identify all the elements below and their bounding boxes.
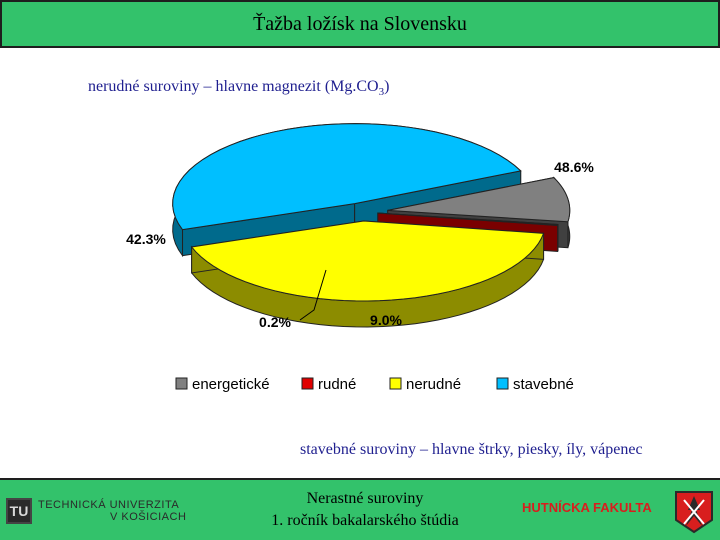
legend-swatch-rudné	[301, 377, 314, 390]
legend-swatch-energetické	[175, 377, 188, 390]
caption-top-suffix: )	[384, 78, 390, 95]
data-label-nerudné: 42.3%	[126, 231, 166, 247]
legend-label-nerudné: nerudné	[406, 376, 461, 393]
pie-slice-nerudné	[190, 220, 545, 328]
university-name: TECHNICKÁ UNIVERZITA V KOŠICIACH	[38, 499, 186, 523]
university-mark-icon: TU	[6, 498, 32, 524]
legend-item-energetické: energetické	[175, 376, 270, 393]
university-line2: V KOŠICIACH	[110, 511, 187, 523]
caption-top: nerudné suroviny – hlavne magnezit (Mg.C…	[88, 78, 389, 98]
footer: TU TECHNICKÁ UNIVERZITA V KOŠICIACH Nera…	[0, 478, 720, 540]
faculty-emblem-icon	[675, 491, 713, 534]
footer-year: 1. ročník bakalarského štúdia	[271, 512, 459, 529]
university-logo: TU TECHNICKÁ UNIVERZITA V KOŠICIACH	[6, 498, 186, 524]
university-mark-text: TU	[9, 503, 29, 519]
legend-swatch-nerudné	[389, 377, 402, 390]
data-label-stavebné: 48.6%	[554, 159, 594, 175]
legend-label-energetické: energetické	[192, 376, 270, 393]
caption-top-subscript: 3	[378, 86, 385, 99]
pie-chart: 9.0% 0.2% 42.3% 48.6% energetické rudné nerudn…	[126, 123, 594, 393]
faculty-name: HUTNÍCKA FAKULTA	[522, 500, 652, 515]
footer-center: Nerastné suroviny 1. ročník bakalarského…	[240, 488, 490, 532]
leader-line-rudne	[299, 269, 327, 321]
title-bar: Ťažba ložísk na Slovensku	[0, 0, 720, 48]
page-title: Ťažba ložísk na Slovensku	[253, 12, 467, 35]
legend-label-stavebné: stavebné	[513, 376, 574, 393]
legend-item-nerudné: nerudné	[389, 376, 461, 393]
legend-label-rudné: rudné	[318, 376, 356, 393]
legend-item-rudné: rudné	[301, 376, 356, 393]
legend-swatch-stavebné	[496, 377, 509, 390]
caption-top-text: nerudné suroviny – hlavne magnezit (Mg.C…	[88, 78, 379, 95]
legend-item-stavebné: stavebné	[496, 376, 574, 393]
caption-bottom: stavebné suroviny – hlavne štrky, piesky…	[300, 441, 643, 458]
data-label-energetické: 9.0%	[370, 312, 402, 328]
university-line1: TECHNICKÁ UNIVERZITA	[38, 499, 180, 511]
data-label-rudné: 0.2%	[259, 314, 291, 330]
footer-course: Nerastné suroviny	[306, 490, 424, 507]
